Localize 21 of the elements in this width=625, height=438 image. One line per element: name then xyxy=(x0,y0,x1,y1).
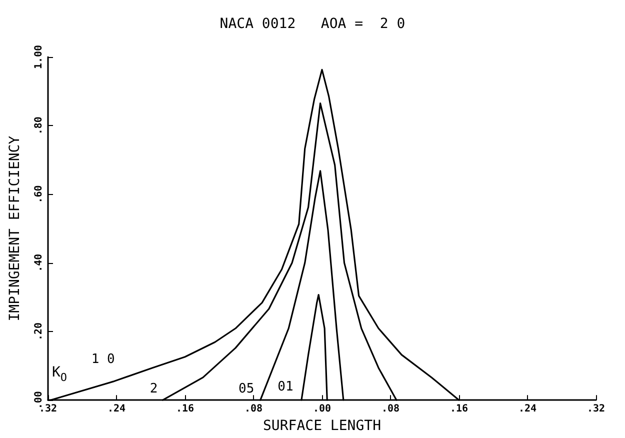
x-tick-label: .32 xyxy=(38,404,58,415)
series-label: 05 xyxy=(238,382,254,397)
series-label: 1 0 xyxy=(91,352,115,368)
y-tick-label: .40 xyxy=(34,254,44,272)
x-tick-label: .24 xyxy=(518,404,537,415)
chart-title: NACA 0012 AOA = 2 0 xyxy=(220,16,406,32)
series-label: 2 xyxy=(150,382,158,397)
y-tick-label: .20 xyxy=(34,322,44,341)
y-axis-title: IMPINGEMENT EFFICIENCY xyxy=(7,135,23,322)
x-tick-label: .08 xyxy=(381,404,400,415)
x-tick-label: .16 xyxy=(176,404,194,415)
series-label: 01 xyxy=(278,380,294,395)
x-tick-label: .24 xyxy=(107,404,126,415)
y-tick-label: 1.00 xyxy=(34,44,44,70)
x-tick-label: .08 xyxy=(244,404,263,415)
x-axis-title: SURFACE LENGTH xyxy=(262,418,382,434)
x-tick-label: .16 xyxy=(450,404,468,415)
y-tick-label: .60 xyxy=(34,185,44,204)
x-tick-label: .32 xyxy=(586,404,606,415)
x-tick-label: .00 xyxy=(312,404,332,415)
y-tick-label: .80 xyxy=(34,116,44,135)
